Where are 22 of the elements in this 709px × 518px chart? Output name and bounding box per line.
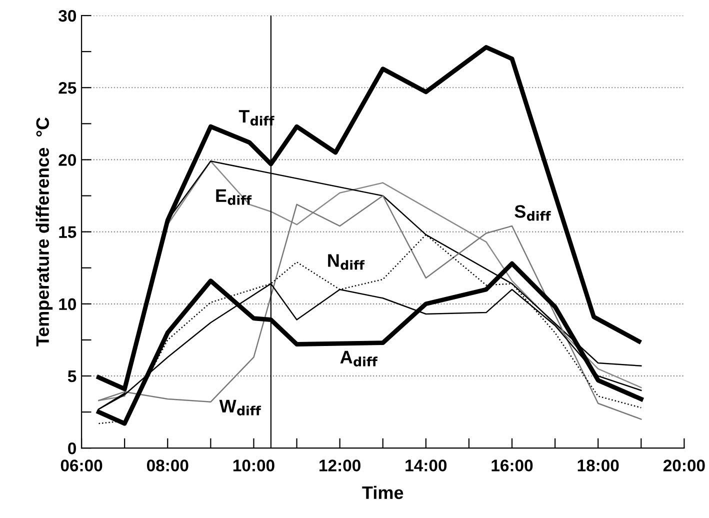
x-tick-label: 12:00 xyxy=(320,460,360,472)
x-tick-label: 10:00 xyxy=(233,460,274,472)
x-tick-label: 14:00 xyxy=(406,460,447,472)
annotation: N$_{diff}$ xyxy=(328,254,365,270)
x-tick-label: 20:00 xyxy=(663,460,705,472)
annotation: S$_{diff}$ xyxy=(514,205,551,221)
x-tick-label: 08:00 xyxy=(146,460,188,472)
y-tick-label: 25 xyxy=(58,82,76,94)
annotation: E$_{diff}$ xyxy=(216,189,252,205)
y-tick-label: 10 xyxy=(59,298,76,310)
y-tick-label: 30 xyxy=(58,10,76,22)
y-tick-label: 0 xyxy=(68,442,76,454)
y-tick-label: 5 xyxy=(68,370,76,382)
x-axis-title: Time xyxy=(362,486,404,500)
y-tick-label: 20 xyxy=(58,154,76,166)
annotation: W$_{diff}$ xyxy=(219,400,261,416)
y-tick-label: 15 xyxy=(59,226,76,238)
x-tick-label: 18:00 xyxy=(578,460,619,472)
x-tick-label: 06:00 xyxy=(60,460,102,472)
x-tick-label: 16:00 xyxy=(492,460,533,472)
y-axis-title: Temperature difference °C xyxy=(36,117,53,346)
annotation: A$_{diff}$ xyxy=(340,350,378,366)
